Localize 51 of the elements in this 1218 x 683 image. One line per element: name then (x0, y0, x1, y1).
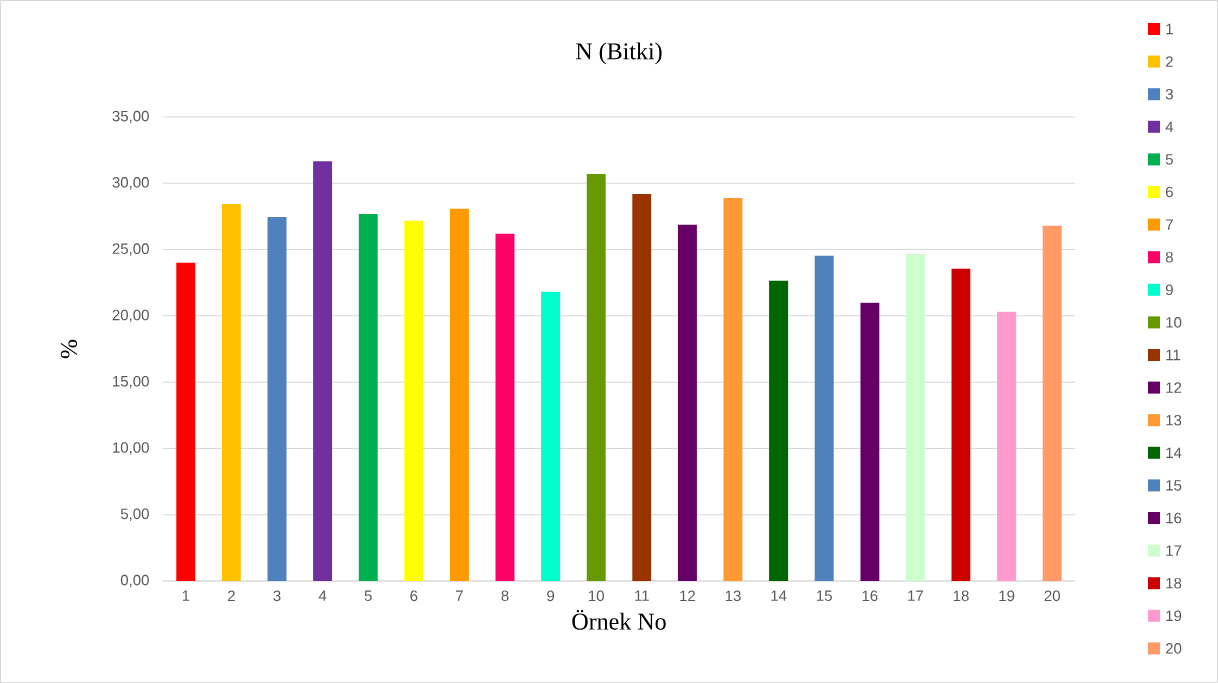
category-label: 2 (1165, 56, 1173, 67)
y-tick-label: 30,00 (112, 177, 149, 190)
x-tick-label: 1 (182, 590, 190, 601)
x-tick-label: 5 (364, 590, 372, 601)
x-tick-label: 3 (273, 590, 281, 602)
x-tick-label: 7 (456, 590, 463, 601)
x-tick-label: 15 (817, 590, 832, 601)
x-tick-label: 19 (999, 590, 1015, 602)
x-tick-label: 10 (589, 590, 604, 602)
category-label: 7 (1165, 219, 1173, 230)
x-tick-label: 2 (227, 590, 235, 602)
x-tick-label: 16 (862, 590, 878, 602)
x-tick-label: 9 (547, 590, 555, 602)
category-label: 19 (1166, 610, 1182, 622)
x-tick-label: 13 (725, 590, 741, 602)
y-tick-label: 20,00 (112, 309, 149, 323)
y-tick-label: 0,00 (120, 574, 149, 588)
category-label: 1 (1166, 23, 1173, 35)
x-tick-label: 18 (953, 590, 969, 602)
x-tick-label: 14 (771, 590, 787, 601)
chart-title: N (Bitki) (576, 42, 662, 65)
x-tick-label: 20 (1044, 590, 1060, 602)
category-label: 20 (1165, 643, 1182, 654)
x-axis-title: Örnek No (572, 610, 666, 630)
category-label: 13 (1166, 414, 1182, 426)
category-label: 11 (1166, 349, 1181, 361)
category-label: 15 (1166, 480, 1182, 491)
category-label: 8 (1165, 251, 1173, 263)
category-label: 4 (1165, 121, 1174, 132)
x-tick-label: 8 (501, 590, 509, 602)
x-tick-label: 17 (908, 590, 923, 601)
category-label: 9 (1165, 284, 1173, 296)
category-label: 10 (1166, 317, 1182, 328)
x-tick-label: 6 (410, 590, 418, 602)
x-tick-label: 4 (318, 590, 327, 601)
y-tick-label: 35,00 (112, 110, 149, 124)
category-label: 14 (1166, 447, 1182, 458)
category-label: 3 (1165, 88, 1173, 100)
y-tick-label: 5,00 (120, 508, 149, 521)
y-tick-label: 10,00 (113, 442, 149, 455)
category-label: 16 (1166, 512, 1182, 524)
y-tick-label: 15,00 (113, 375, 149, 389)
category-label: 5 (1165, 154, 1173, 165)
x-tick-label: 12 (680, 590, 695, 602)
category-label: 18 (1166, 577, 1182, 589)
category-label: 6 (1165, 186, 1173, 198)
x-tick-label: 11 (635, 590, 649, 601)
category-label: 17 (1166, 545, 1182, 556)
y-tick-label: 25,00 (112, 243, 149, 256)
y-axis-title: % (60, 339, 78, 359)
category-label: 12 (1166, 382, 1182, 393)
